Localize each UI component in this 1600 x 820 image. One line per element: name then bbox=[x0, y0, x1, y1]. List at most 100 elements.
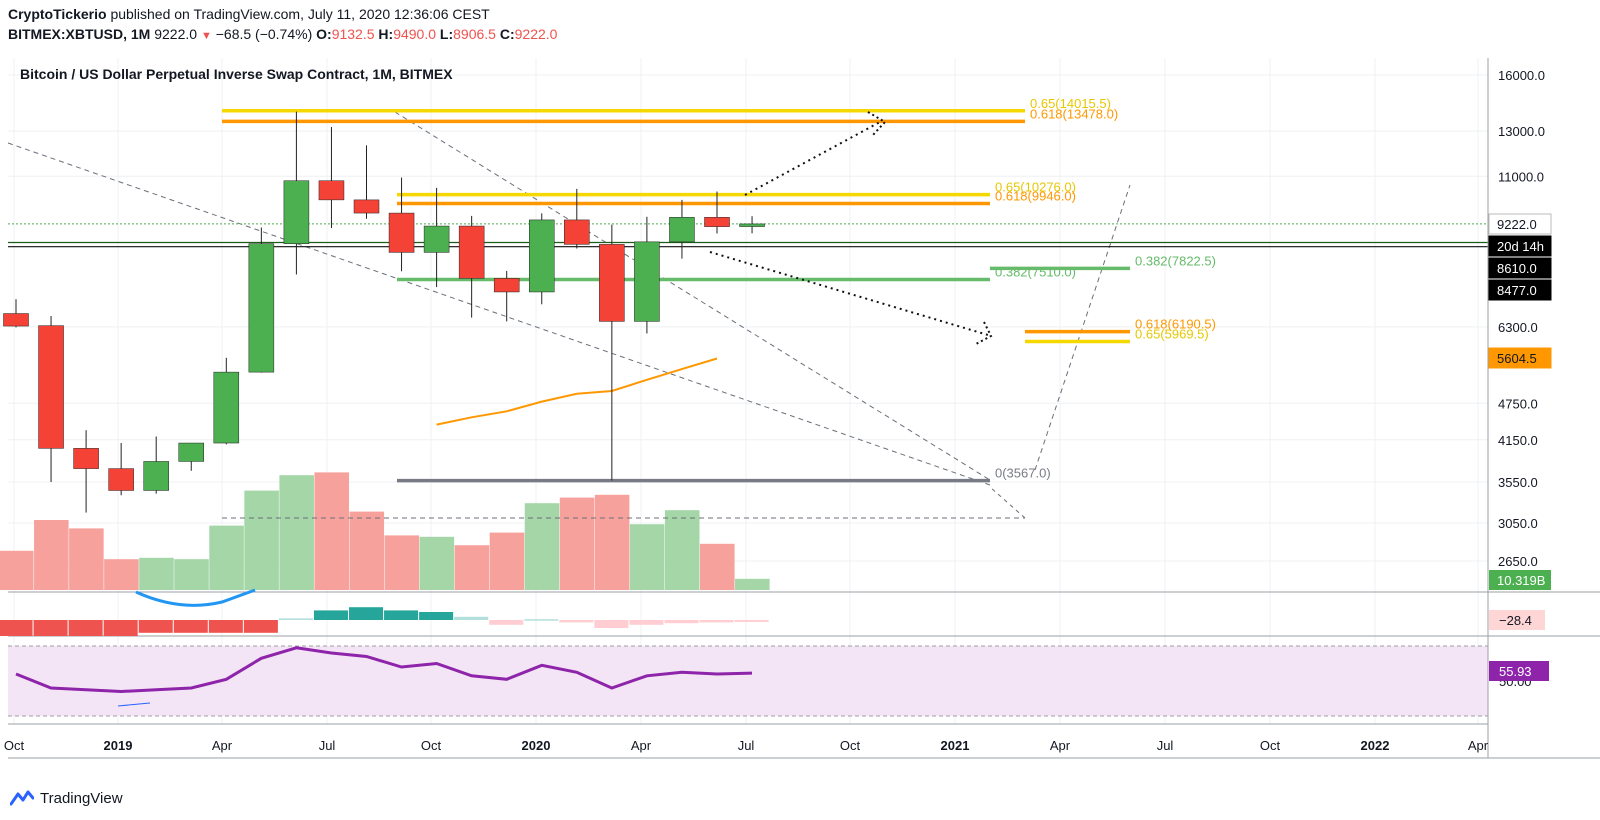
price-box-label: 8477.0 bbox=[1497, 283, 1537, 298]
y-tick-label: 4150.0 bbox=[1498, 433, 1538, 448]
macd-histogram-bar bbox=[68, 620, 103, 636]
fib-level-label: 0.382(7822.5) bbox=[1135, 253, 1216, 268]
x-tick-label: Oct bbox=[840, 738, 861, 753]
y-tick-label: 11000.0 bbox=[1498, 169, 1544, 184]
macd-histogram-bar bbox=[454, 616, 489, 620]
x-tick-label: Jul bbox=[319, 738, 336, 753]
macd-histogram-bar bbox=[594, 620, 629, 628]
price-box bbox=[1488, 347, 1552, 369]
y-tick-label: 3050.0 bbox=[1498, 516, 1538, 531]
volume-bar bbox=[244, 490, 279, 590]
price-box bbox=[1488, 279, 1552, 301]
x-tick-label: Oct bbox=[421, 738, 442, 753]
price-pane-bg bbox=[8, 58, 1488, 592]
fib-level-label: 0.65(5969.5) bbox=[1135, 326, 1209, 341]
axes: 16000.0 13000.0 11000.0 6300.0 4750.0 4150.0 3… bbox=[4, 58, 1600, 759]
dotted-arrow-up bbox=[744, 121, 881, 196]
fib-level-label: 0.618(13478.0) bbox=[1030, 106, 1118, 121]
volume-bar bbox=[139, 557, 174, 590]
volume-bar bbox=[314, 472, 349, 590]
x-tick-label: 2022 bbox=[1361, 738, 1390, 753]
candle-body bbox=[493, 278, 520, 293]
candle-body bbox=[599, 244, 625, 322]
volume-value-box bbox=[1489, 570, 1551, 590]
macd-histogram-bar bbox=[103, 620, 138, 636]
fib-level-label: 0(3567.0) bbox=[995, 466, 1051, 481]
candle-body bbox=[318, 180, 345, 201]
price-chart[interactable]: 0.65(14015.5)0.618(13478.0) 0.65(10276.0)… bbox=[0, 52, 1600, 786]
x-tick-label: 2019 bbox=[104, 738, 133, 753]
volume-bar bbox=[489, 532, 525, 590]
arrowhead-up-icon bbox=[867, 111, 887, 137]
macd-histogram-bar bbox=[524, 619, 559, 621]
x-tick-label: Jul bbox=[738, 738, 755, 753]
symbol-line: BITMEX:XBTUSD, 1M 9222.0 ▼ −68.5 (−0.74%… bbox=[8, 26, 557, 42]
chart-title: Bitcoin / US Dollar Perpetual Inverse Sw… bbox=[20, 66, 453, 82]
price-change: −68.5 (−0.74%) bbox=[215, 26, 313, 42]
candle-body bbox=[248, 243, 275, 373]
candle-body bbox=[143, 461, 169, 491]
trendline-upper bbox=[7, 142, 991, 486]
candle-body bbox=[739, 223, 765, 227]
volume-bar bbox=[524, 503, 560, 590]
rsi-value-box bbox=[1489, 661, 1549, 681]
moving-average bbox=[436, 357, 718, 426]
volume-bar bbox=[104, 559, 139, 590]
y-tick-label: 3550.0 bbox=[1498, 475, 1538, 490]
candle-body bbox=[213, 371, 240, 444]
open-value: 9132.5 bbox=[331, 26, 375, 42]
macd-histogram-bar bbox=[138, 620, 173, 633]
macd-histogram-bar bbox=[349, 607, 384, 620]
candle-body bbox=[458, 225, 485, 279]
x-tick-label: Apr bbox=[212, 738, 233, 753]
candle-body bbox=[38, 325, 64, 449]
price-box bbox=[1488, 213, 1552, 235]
volume-bar bbox=[454, 545, 490, 590]
symbol-label[interactable]: BITMEX:XBTUSD, 1M bbox=[8, 26, 151, 42]
macd-histogram-bar bbox=[384, 610, 419, 620]
y-tick-label: 2650.0 bbox=[1498, 554, 1538, 569]
publication-line: CryptoTickerio published on TradingView.… bbox=[8, 6, 490, 22]
volume-bar bbox=[209, 525, 244, 590]
volume-bar bbox=[349, 511, 385, 590]
candle-body bbox=[388, 212, 415, 253]
publisher-name[interactable]: CryptoTickerio bbox=[8, 6, 107, 22]
fib-level-label: 0.618(6190.5) bbox=[1135, 317, 1216, 332]
footer: TradingView bbox=[9, 786, 123, 810]
macd-histogram-bar bbox=[419, 612, 454, 620]
volume-bar bbox=[629, 524, 665, 590]
x-tick-label: 2020 bbox=[522, 738, 551, 753]
volume-bar bbox=[419, 536, 455, 590]
fib-level-label: 0.65(10276.0) bbox=[995, 180, 1076, 195]
volume-bar bbox=[174, 559, 209, 590]
tradingview-brand[interactable]: TradingView bbox=[40, 789, 123, 807]
macd-histogram-bar bbox=[278, 618, 313, 620]
volume-value-label: 10.319B bbox=[1497, 573, 1545, 588]
close-value: 9222.0 bbox=[514, 26, 558, 42]
volume-bar bbox=[384, 535, 420, 590]
y-tick-label: 4750.0 bbox=[1498, 396, 1538, 411]
x-tick-label: Oct bbox=[1260, 738, 1281, 753]
fib-level-label: 0.618(9946.0) bbox=[995, 189, 1076, 204]
macd-histogram-bar bbox=[208, 620, 243, 633]
volume-bar bbox=[0, 550, 34, 590]
x-tick-label: Apr bbox=[1050, 738, 1071, 753]
down-triangle-icon: ▼ bbox=[200, 30, 212, 42]
price-box bbox=[1488, 235, 1552, 257]
candle-body bbox=[634, 241, 660, 322]
macd-histogram-bar bbox=[243, 620, 278, 633]
volume-bars bbox=[0, 472, 770, 590]
low-label: L: bbox=[439, 26, 454, 42]
macd-histogram-bar bbox=[33, 620, 68, 636]
volume-bar bbox=[664, 510, 700, 590]
y-tick-label: 13000.0 bbox=[1498, 124, 1545, 139]
rsi-divergence-line bbox=[117, 702, 151, 707]
open-label: O: bbox=[316, 26, 332, 42]
last-price: 9222.0 bbox=[154, 26, 198, 42]
rsi-band-bg bbox=[8, 646, 1488, 716]
macd-histogram-bar bbox=[559, 620, 594, 623]
volume-bar bbox=[34, 520, 69, 590]
tradingview-logo-icon[interactable] bbox=[9, 790, 35, 806]
candle-body bbox=[353, 199, 380, 214]
volume-bar bbox=[279, 475, 314, 590]
